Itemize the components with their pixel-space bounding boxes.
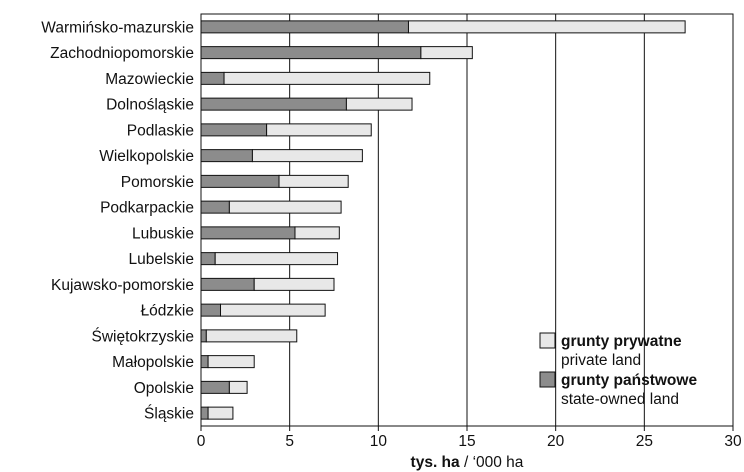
category-label: Świętokrzyskie xyxy=(92,327,195,345)
bar-segment-private xyxy=(228,200,342,214)
bar-segment-private xyxy=(207,406,234,420)
bar-segment-private xyxy=(407,20,686,34)
bar-segment-state xyxy=(200,71,225,85)
bar-segment-state xyxy=(200,174,280,188)
category-label: Dolnośląskie xyxy=(106,97,194,114)
legend-label-private: grunty prywatne xyxy=(561,333,682,350)
x-axis-label-rest: / ‘000 ha xyxy=(460,454,524,471)
category-label: Podlaskie xyxy=(127,122,194,139)
bar-segment-state xyxy=(200,97,347,111)
bar-segment-private xyxy=(278,174,349,188)
x-tick-label: 30 xyxy=(724,433,742,450)
category-label: Śląskie xyxy=(144,405,194,423)
category-label: Mazowieckie xyxy=(105,71,194,88)
bar-segment-state xyxy=(200,226,296,240)
bar-segment-state xyxy=(200,149,253,163)
category-label: Lubelskie xyxy=(129,251,195,268)
legend-label-private-en: private land xyxy=(561,352,641,369)
category-label: Zachodniopomorskie xyxy=(50,45,194,62)
bar-segment-private xyxy=(251,149,363,163)
category-label: Kujawsko-pomorskie xyxy=(51,277,194,294)
x-axis-label: tys. ha / ‘000 ha xyxy=(411,454,524,471)
x-tick-label: 15 xyxy=(458,433,475,450)
x-axis-label-unit: tys. ha xyxy=(411,454,460,471)
bar-segment-private xyxy=(214,252,339,266)
category-label: Łódzkie xyxy=(141,303,194,320)
legend-swatch-private xyxy=(539,332,556,349)
bar-segment-state xyxy=(200,329,207,343)
x-tick-label: 0 xyxy=(197,433,206,450)
x-tick-label: 20 xyxy=(547,433,565,450)
bar-segment-private xyxy=(207,355,255,369)
category-label: Lubuskie xyxy=(132,225,194,242)
legend-label-state-en: state-owned land xyxy=(561,391,679,408)
legend-label-state: grunty państwowe xyxy=(561,372,697,389)
category-label: Wielkopolskie xyxy=(99,148,194,165)
category-label: Opolskie xyxy=(134,380,194,397)
x-tick-label: 5 xyxy=(285,433,294,450)
bar-segment-private xyxy=(294,226,340,240)
bar-segment-private xyxy=(223,71,431,85)
category-label: Pomorskie xyxy=(121,174,194,191)
bar-segment-state xyxy=(200,123,268,137)
bar-segment-state xyxy=(200,277,255,291)
bar-segment-private xyxy=(220,303,326,317)
bar-segment-state xyxy=(200,252,216,266)
bar-segment-state xyxy=(200,200,230,214)
bar-segment-state xyxy=(200,406,209,420)
category-label: Małopolskie xyxy=(112,354,194,371)
category-label: Warmińsko-mazurskie xyxy=(41,19,194,36)
category-labels: Warmińsko-mazurskie Zachodniopomorskie Maz… xyxy=(41,19,194,422)
x-tick-label: 25 xyxy=(636,433,653,450)
legend-swatch-state xyxy=(539,371,556,388)
bar-segment-private xyxy=(205,329,298,343)
bar-segment-state xyxy=(200,380,230,394)
category-label: Podkarpackie xyxy=(100,200,194,217)
x-axis-ticks: 0 5 10 15 20 25 30 xyxy=(197,426,742,450)
bar-segment-state xyxy=(200,20,409,34)
bars xyxy=(200,20,686,420)
bar-segment-private xyxy=(253,277,335,291)
bar-segment-private xyxy=(228,380,248,394)
bar-segment-private xyxy=(345,97,413,111)
bar-segment-state xyxy=(200,46,422,60)
x-tick-label: 10 xyxy=(370,433,388,450)
bar-segment-private xyxy=(420,46,473,60)
bar-segment-state xyxy=(200,303,222,317)
bar-segment-private xyxy=(266,123,372,137)
bar-segment-state xyxy=(200,355,209,369)
legend: grunty prywatne private land grunty pańs… xyxy=(539,332,697,408)
